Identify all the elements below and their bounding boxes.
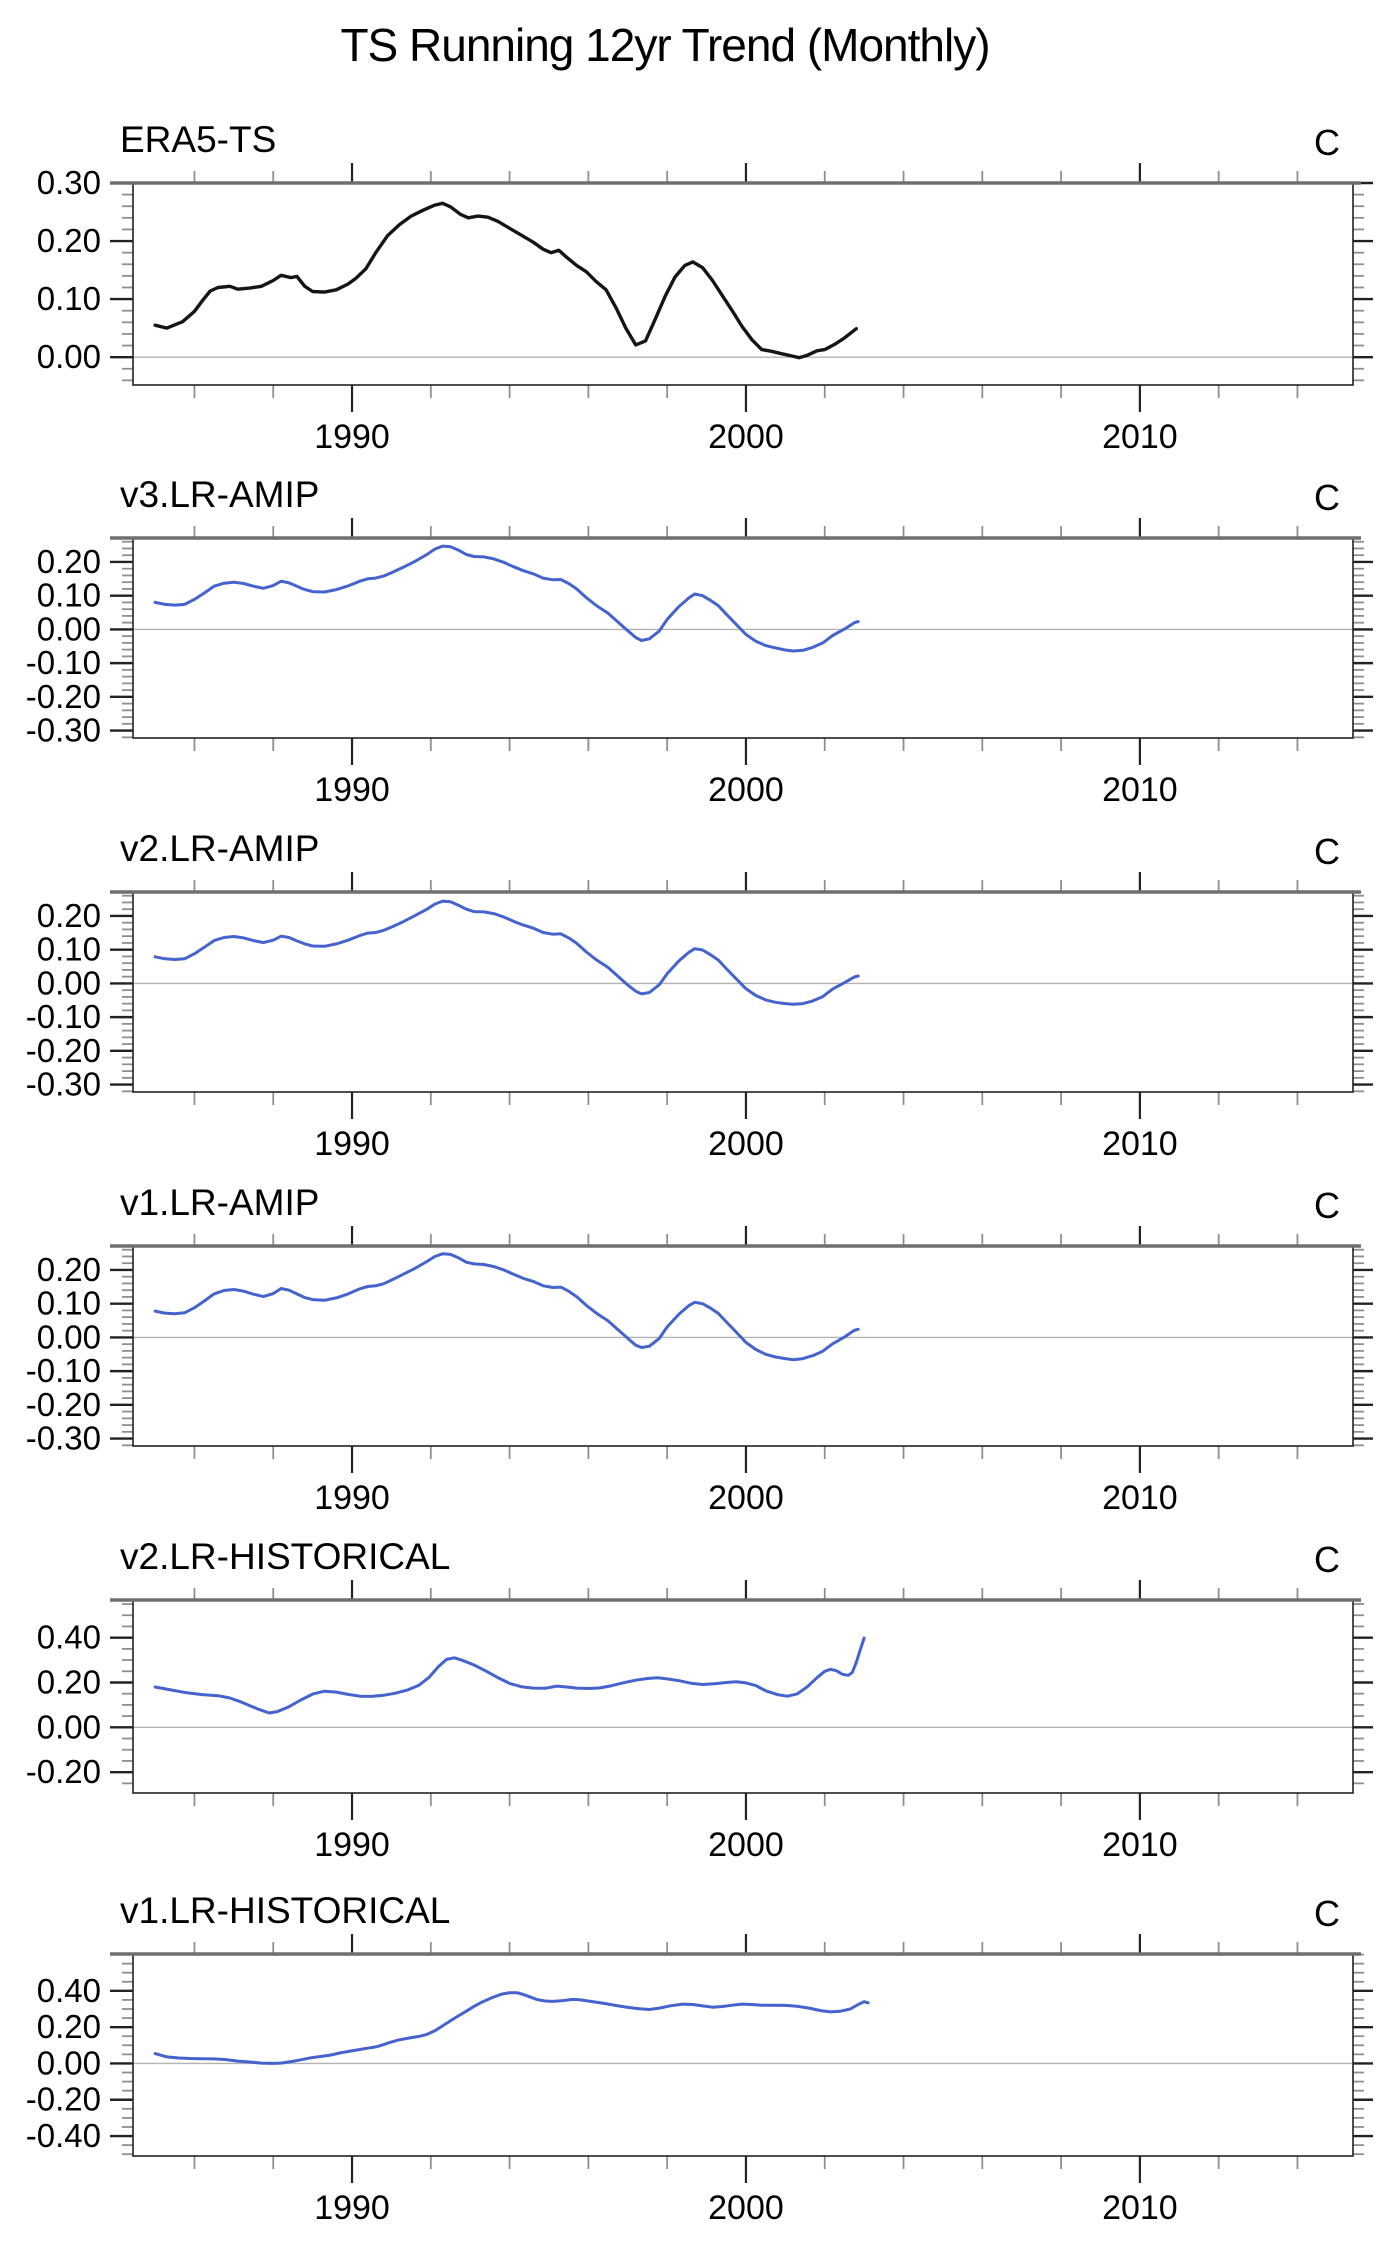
y-tick-label: 0.20: [37, 1663, 101, 1700]
series-line: [153, 1636, 866, 1715]
panel-title: v1.LR-AMIP: [120, 1182, 319, 1223]
panel-title: ERA5-TS: [120, 119, 276, 160]
x-tick-label: 1990: [314, 2189, 390, 2227]
x-tick-label: 2010: [1102, 771, 1178, 809]
y-tick-label: 0.20: [37, 543, 101, 580]
panel-ERA5-TS: 1990 2000 2010 0.00 0.10 0.20 0.30 ERA5-TS C: [37, 119, 1373, 456]
x-tick-label: 2010: [1102, 1479, 1178, 1517]
units-label: C: [1314, 831, 1340, 872]
y-tick-label: 0.00: [37, 1318, 101, 1355]
plot-box: [132, 1599, 1354, 1794]
y-tick-label: -0.30: [26, 1420, 101, 1457]
plot-box: [132, 182, 1354, 386]
panel-title: v1.LR-HISTORICAL: [120, 1890, 450, 1931]
y-tick-label: -0.10: [26, 644, 101, 681]
y-tick-label: 0.00: [37, 964, 101, 1001]
y-tick-label: -0.20: [26, 1032, 101, 1069]
panel-title: v2.LR-HISTORICAL: [120, 1536, 450, 1577]
units-label: C: [1314, 122, 1340, 163]
y-tick-label: -0.30: [26, 1066, 101, 1103]
x-tick-label: 2000: [708, 1125, 784, 1163]
y-tick-label: 0.00: [37, 338, 101, 375]
x-tick-label: 2010: [1102, 1125, 1178, 1163]
figure-title: TS Running 12yr Trend (Monthly): [340, 19, 990, 71]
y-tick-label: -0.40: [26, 2117, 101, 2154]
y-tick-label: -0.10: [26, 998, 101, 1035]
x-tick-label: 1990: [314, 1125, 390, 1163]
panel-v1.LR-HISTORICAL: 1990 2000 2010 -0.40-0.200.000.200.40 v1.LR-…: [26, 1890, 1373, 2227]
x-tick-label: 2000: [708, 1826, 784, 1864]
y-tick-label: -0.20: [26, 2081, 101, 2118]
x-tick-label: 2000: [708, 418, 784, 456]
x-tick-label: 2010: [1102, 2189, 1178, 2227]
y-tick-label: -0.20: [26, 1753, 101, 1790]
units-label: C: [1314, 1185, 1340, 1226]
x-tick-label: 1990: [314, 418, 390, 456]
series-line: [153, 544, 860, 653]
y-tick-label: 0.40: [37, 1972, 101, 2009]
y-tick-label: 0.20: [37, 2008, 101, 2045]
y-tick-label: -0.20: [26, 678, 101, 715]
y-tick-label: 0.10: [37, 931, 101, 968]
panel-v2.LR-AMIP: 1990 2000 2010 -0.30-0.20-0.100.000.100.20 v…: [26, 828, 1373, 1163]
x-tick-label: 1990: [314, 1479, 390, 1517]
y-tick-label: 0.20: [37, 222, 101, 259]
plot-box: [132, 1953, 1354, 2157]
panel-v2.LR-HISTORICAL: 1990 2000 2010 -0.20 0.00 0.20 0.40 v2.LR-HISTO…: [26, 1536, 1373, 1864]
panel-v1.LR-AMIP: 1990 2000 2010 -0.30-0.20-0.100.000.100.20 v…: [26, 1182, 1373, 1517]
series-line: [153, 1991, 870, 2065]
panel-title: v2.LR-AMIP: [120, 828, 319, 869]
y-tick-label: 0.30: [37, 164, 101, 201]
x-tick-label: 2010: [1102, 1826, 1178, 1864]
y-tick-label: -0.20: [26, 1386, 101, 1423]
panel-title: v3.LR-AMIP: [120, 474, 319, 515]
x-tick-label: 2000: [708, 1479, 784, 1517]
units-label: C: [1314, 1539, 1340, 1580]
y-tick-label: 0.20: [37, 1251, 101, 1288]
y-tick-label: 0.40: [37, 1619, 101, 1656]
series-line: [153, 899, 860, 1006]
y-tick-label: 0.10: [37, 280, 101, 317]
panel-v3.LR-AMIP: 1990 2000 2010 -0.30-0.20-0.100.000.100.20 v…: [26, 474, 1373, 809]
x-tick-label: 1990: [314, 1826, 390, 1864]
y-tick-label: -0.10: [26, 1352, 101, 1389]
y-tick-label: 0.00: [37, 1708, 101, 1745]
x-tick-label: 2000: [708, 771, 784, 809]
x-tick-label: 1990: [314, 771, 390, 809]
plot-box: [132, 891, 1354, 1093]
series-line: [153, 1252, 860, 1362]
y-tick-label: 0.00: [37, 2044, 101, 2081]
x-tick-label: 2000: [708, 2189, 784, 2227]
plot-box: [132, 537, 1354, 739]
y-tick-label: -0.30: [26, 712, 101, 749]
units-label: C: [1314, 477, 1340, 518]
plot-box: [132, 1245, 1354, 1447]
y-tick-label: 0.00: [37, 610, 101, 647]
x-tick-label: 2010: [1102, 418, 1178, 456]
y-tick-label: 0.20: [37, 897, 101, 934]
series-line: [153, 201, 858, 360]
units-label: C: [1314, 1893, 1340, 1934]
y-tick-label: 0.10: [37, 577, 101, 614]
y-tick-label: 0.10: [37, 1285, 101, 1322]
